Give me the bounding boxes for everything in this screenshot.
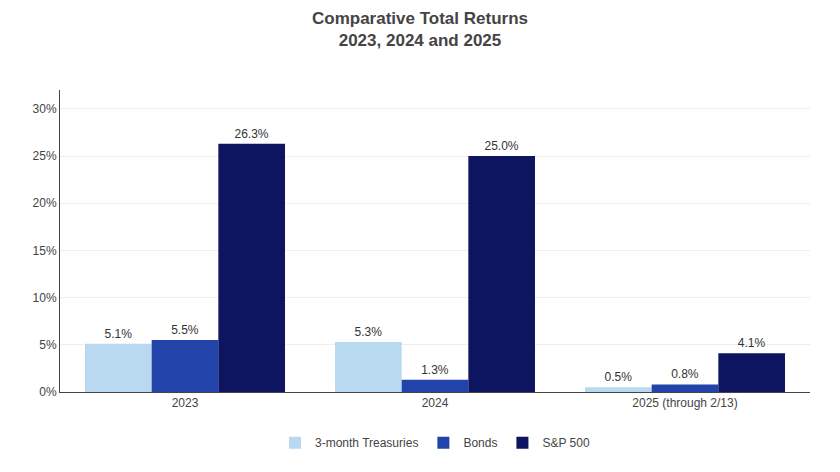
svg-text:0.5%: 0.5% bbox=[604, 370, 632, 384]
svg-text:S&P 500: S&P 500 bbox=[542, 436, 589, 450]
svg-text:0.8%: 0.8% bbox=[671, 367, 699, 381]
svg-text:10%: 10% bbox=[33, 291, 57, 305]
svg-text:5.5%: 5.5% bbox=[171, 323, 199, 337]
svg-text:4.1%: 4.1% bbox=[738, 336, 766, 350]
svg-text:2023: 2023 bbox=[172, 396, 199, 410]
svg-text:2024: 2024 bbox=[422, 396, 449, 410]
svg-text:30%: 30% bbox=[33, 102, 57, 116]
svg-text:1.3%: 1.3% bbox=[421, 363, 449, 377]
svg-text:15%: 15% bbox=[33, 244, 57, 258]
svg-text:5.3%: 5.3% bbox=[354, 325, 382, 339]
svg-text:3-month Treasuries: 3-month Treasuries bbox=[315, 436, 418, 450]
svg-text:2025 (through 2/13): 2025 (through 2/13) bbox=[632, 396, 737, 410]
svg-text:25%: 25% bbox=[33, 149, 57, 163]
svg-text:0%: 0% bbox=[39, 385, 57, 399]
svg-text:25.0%: 25.0% bbox=[484, 139, 518, 153]
svg-text:5%: 5% bbox=[39, 338, 57, 352]
svg-text:20%: 20% bbox=[33, 196, 57, 210]
svg-text:Bonds: Bonds bbox=[463, 436, 497, 450]
svg-text:5.1%: 5.1% bbox=[104, 327, 132, 341]
svg-text:26.3%: 26.3% bbox=[234, 127, 268, 141]
svg-text:Comparative Total Returns2023,: Comparative Total Returns2023, 2024 and … bbox=[312, 9, 528, 50]
